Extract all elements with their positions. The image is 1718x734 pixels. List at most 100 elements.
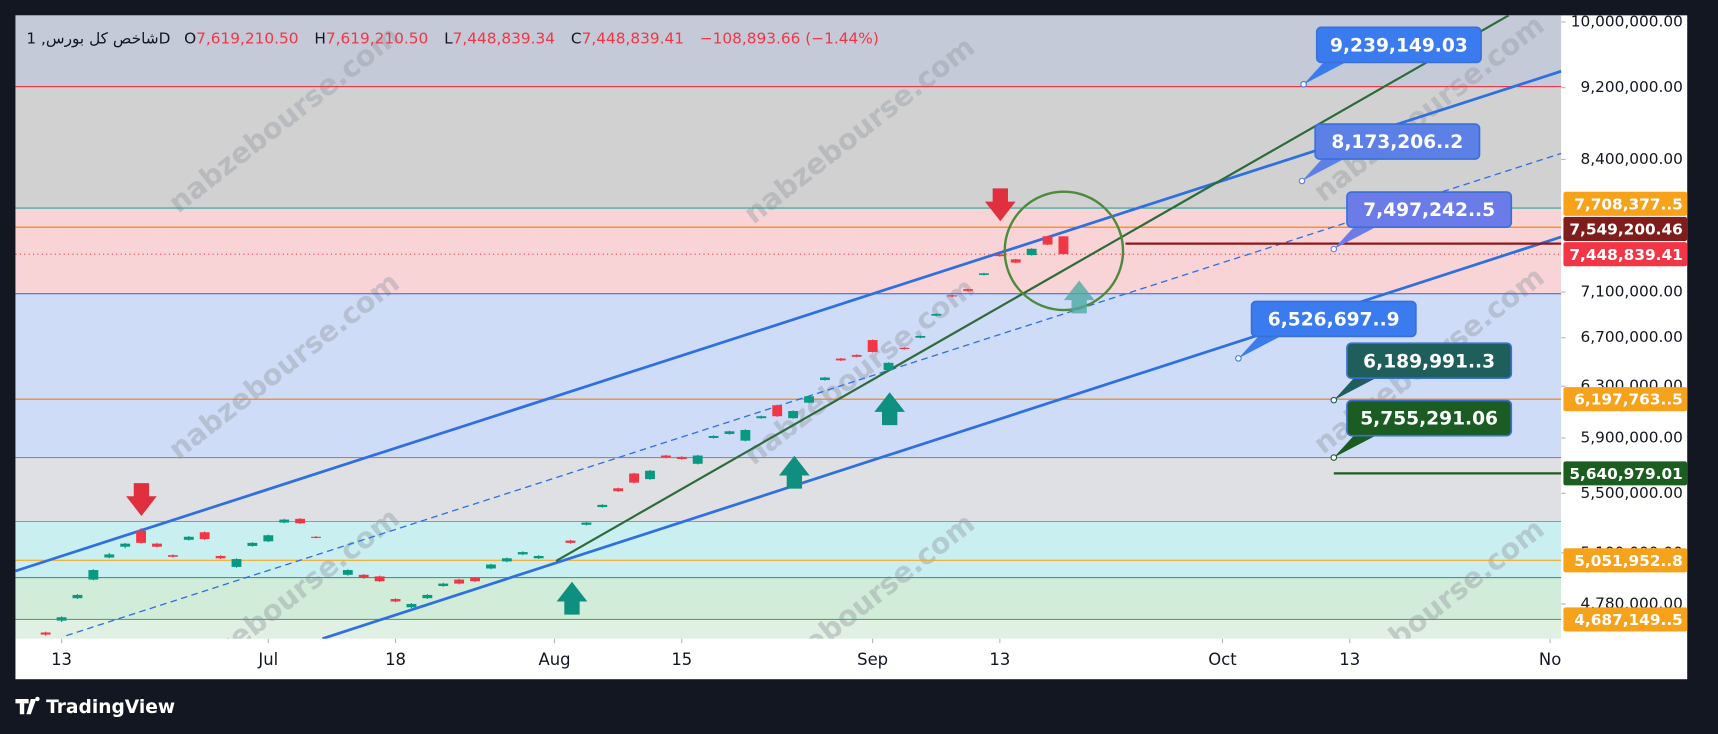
price-label-text: 7,448,839.41 xyxy=(1569,246,1682,264)
candle-body xyxy=(120,543,131,547)
callout-point xyxy=(1300,81,1307,88)
callout-point xyxy=(1330,245,1338,253)
candle-body xyxy=(819,377,830,381)
candle-body xyxy=(438,583,449,587)
callout-point xyxy=(1330,396,1338,404)
callout-box xyxy=(1346,342,1513,380)
price-label xyxy=(1563,461,1688,486)
candle-body xyxy=(1026,248,1037,256)
candle-body xyxy=(167,555,178,557)
candle-body xyxy=(279,519,290,523)
candle-body xyxy=(263,535,274,542)
candle-body xyxy=(915,335,926,338)
candle-body xyxy=(422,594,433,599)
candle-body xyxy=(629,473,640,483)
callout-box xyxy=(1314,123,1481,160)
candle-body xyxy=(486,564,496,569)
ohlc-value: 7,448,839.34 xyxy=(453,29,555,47)
candle-body xyxy=(342,570,353,575)
candle-body xyxy=(867,340,878,352)
x-tick-label: 13 xyxy=(989,650,1010,669)
candle-body xyxy=(40,632,51,635)
candle-body xyxy=(788,411,799,419)
price-label xyxy=(1563,548,1688,573)
x-tick-label: No xyxy=(1539,650,1561,669)
callout-text: 6,189,991..3 xyxy=(1363,351,1495,372)
candle-body xyxy=(597,504,608,508)
price-label-text: 5,051,952..8 xyxy=(1574,552,1683,570)
price-label-text: 7,708,377..5 xyxy=(1574,195,1683,213)
candle-body xyxy=(676,456,687,459)
drawings xyxy=(15,15,1562,639)
zone xyxy=(15,521,1562,578)
price-label xyxy=(1563,607,1688,632)
candle-body xyxy=(1010,259,1021,263)
y-tick-label: 5,500,000.00 xyxy=(1580,484,1682,502)
zone xyxy=(15,86,1562,209)
down-arrow xyxy=(984,188,1016,222)
price-label-text: 5,640,979.01 xyxy=(1569,465,1682,483)
up-arrow xyxy=(1063,280,1095,314)
callout-text: 6,526,697..9 xyxy=(1268,310,1400,331)
candle-body xyxy=(56,617,67,621)
x-tick-label: 15 xyxy=(671,650,692,669)
callout-box xyxy=(1346,399,1513,437)
candle-body xyxy=(247,542,258,546)
x-tick-label: Jul xyxy=(257,650,278,669)
y-tick-label: 8,400,000.00 xyxy=(1580,150,1682,168)
candle-body xyxy=(152,543,162,547)
candle-body xyxy=(390,599,401,602)
x-tick-label: 13 xyxy=(51,650,72,669)
candle-body xyxy=(501,558,512,562)
candle-body xyxy=(374,576,385,582)
ohlc-label: H xyxy=(314,29,326,47)
candle-body xyxy=(311,536,321,538)
ohlc-value: 7,619,210.50 xyxy=(196,29,298,47)
ohlc-label: L xyxy=(444,29,453,47)
candle-body xyxy=(215,555,226,559)
callout-pointer xyxy=(1302,156,1349,181)
callout-point xyxy=(1298,177,1306,185)
candle-body xyxy=(931,313,942,316)
callout-text: 7,497,242..5 xyxy=(1363,200,1495,221)
candle-body xyxy=(947,295,958,297)
candle-body xyxy=(979,273,989,275)
price-label-text: 4,687,149..5 xyxy=(1574,611,1683,629)
candle-body xyxy=(72,594,83,599)
trend-line xyxy=(66,152,1562,637)
candle-body xyxy=(724,431,735,434)
y-tick-label: 9,200,000.00 xyxy=(1580,78,1682,96)
candle-body xyxy=(994,254,1005,257)
x-tick-label: Sep xyxy=(857,650,888,669)
candle-body xyxy=(565,540,576,543)
candle-body xyxy=(740,429,751,441)
candle-body xyxy=(772,405,783,417)
candle-body xyxy=(406,603,417,608)
price-label xyxy=(1563,242,1688,267)
down-arrow xyxy=(126,483,157,516)
zone xyxy=(15,208,1562,294)
zone xyxy=(15,619,1562,639)
zone xyxy=(15,577,1562,620)
price-label-text: 6,197,763..5 xyxy=(1574,391,1683,409)
price-label-text: 7,549,200.46 xyxy=(1569,221,1682,239)
up-arrow xyxy=(874,392,906,426)
ohlc-value: 7,619,210.50 xyxy=(326,29,428,47)
candle-body xyxy=(454,579,465,584)
candle-body xyxy=(883,362,894,371)
candle-body xyxy=(88,570,99,580)
candle-body xyxy=(804,396,814,403)
up-arrow xyxy=(779,455,810,489)
callout-pointer xyxy=(1303,60,1350,85)
callout-point xyxy=(1330,454,1338,461)
candle-body xyxy=(613,488,624,492)
trend-line xyxy=(555,15,1510,562)
x-tick-label: Aug xyxy=(539,650,571,669)
candle-body xyxy=(358,574,369,578)
change: −108,893.66 (−1.44%) xyxy=(700,29,879,47)
callout-text: 5,755,291.06 xyxy=(1360,409,1498,430)
candle-body xyxy=(231,559,242,567)
trend-line xyxy=(15,69,1562,573)
